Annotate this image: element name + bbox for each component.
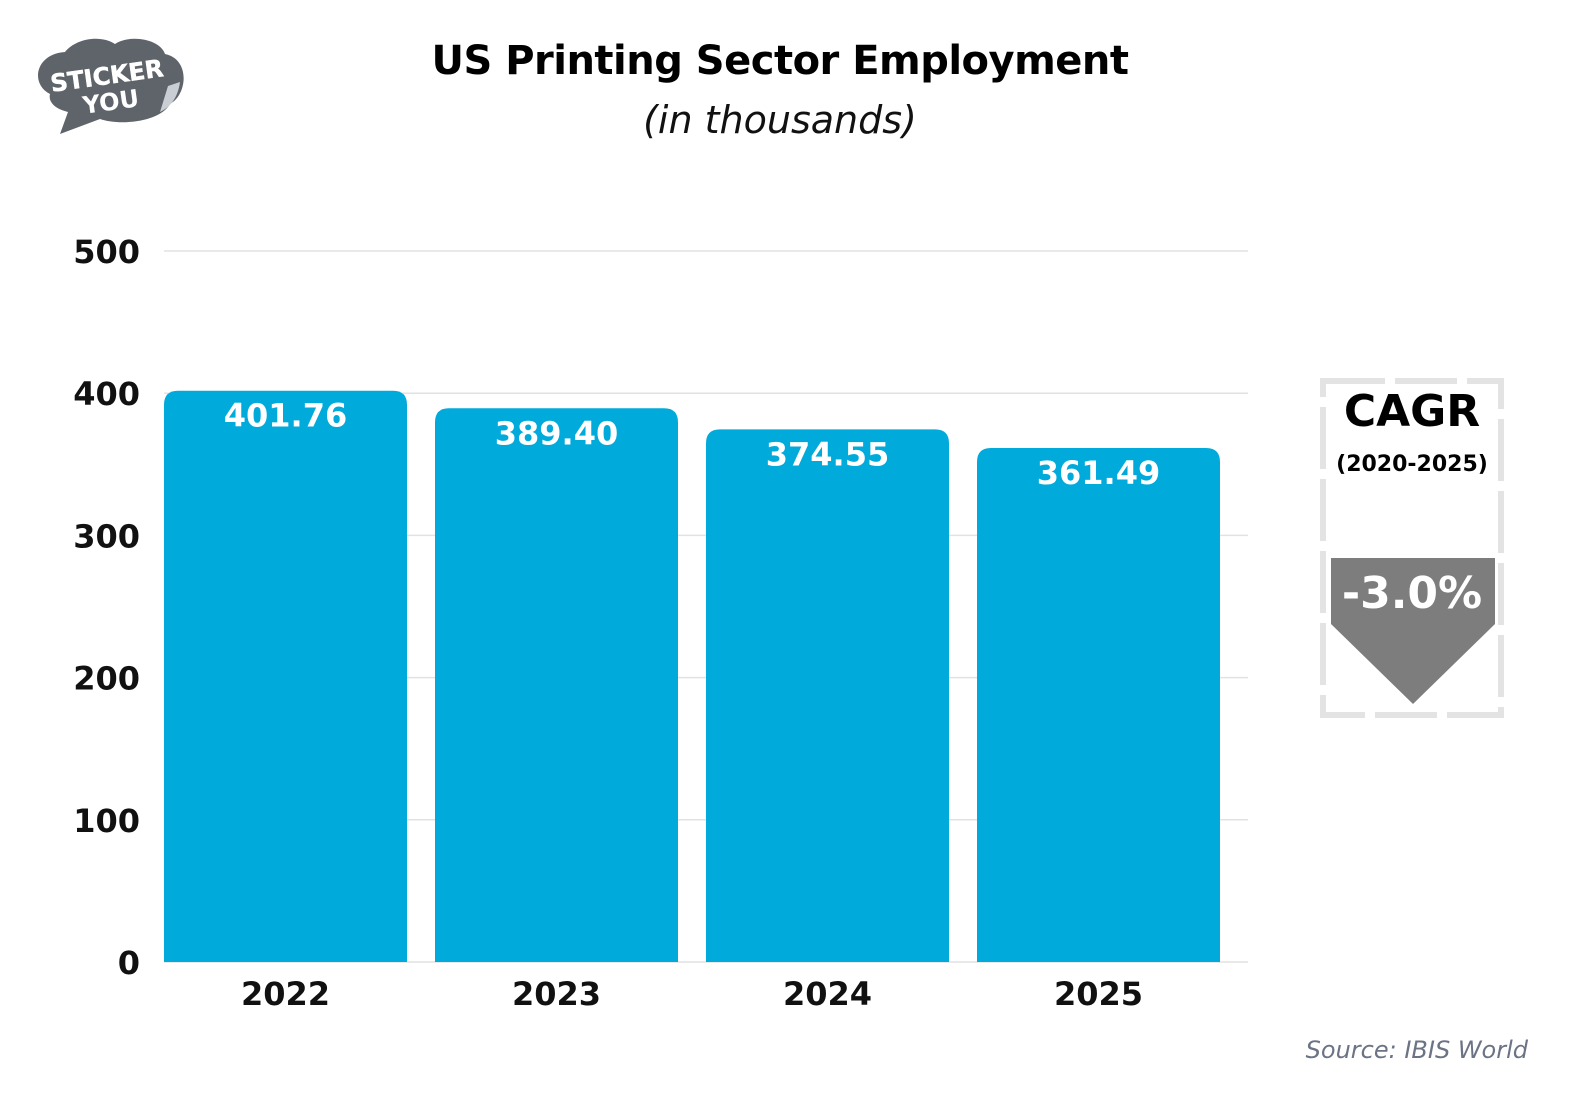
bar-value-label: 389.40 [495, 414, 618, 452]
y-axis-ticks: 0 100 200 300 400 500 [73, 233, 140, 982]
y-tick-label: 100 [73, 802, 140, 840]
x-tick-label: 2024 [783, 975, 872, 1013]
chart-title: US Printing Sector Employment [431, 38, 1129, 84]
y-tick-label: 200 [73, 660, 140, 698]
bars: 401.76 389.40 374.55 361.49 [164, 390, 1220, 963]
bar-2023 [435, 408, 678, 962]
x-tick-label: 2025 [1054, 975, 1143, 1013]
bar-value-label: 361.49 [1037, 454, 1160, 492]
cagr-value: -3.0% [1341, 568, 1483, 619]
bar-2024 [706, 429, 949, 962]
y-tick-label: 500 [73, 233, 140, 271]
x-tick-label: 2023 [512, 975, 601, 1013]
bar-2025 [977, 447, 1220, 963]
cagr-label: CAGR [1343, 386, 1481, 437]
bar-value-label: 401.76 [224, 397, 347, 435]
source-note: Source: IBIS World [1305, 1036, 1528, 1064]
cagr-dashed-border [1320, 378, 1504, 718]
y-tick-label: 400 [73, 375, 140, 413]
y-tick-label: 300 [73, 517, 140, 555]
sticker-you-logo: STICKER YOU [30, 34, 190, 134]
x-axis-ticks: 2022 2023 2024 2025 [241, 975, 1143, 1013]
x-tick-label: 2022 [241, 975, 330, 1013]
cagr-box: CAGR (2020-2025) -3.0% [1320, 378, 1504, 718]
y-tick-label: 0 [118, 944, 140, 982]
bar-value-label: 374.55 [766, 435, 889, 473]
down-arrow-icon [1331, 558, 1495, 704]
cagr-period: (2020-2025) [1336, 452, 1488, 477]
bar-2022 [164, 390, 407, 962]
chart-subtitle: (in thousands) [643, 98, 917, 142]
